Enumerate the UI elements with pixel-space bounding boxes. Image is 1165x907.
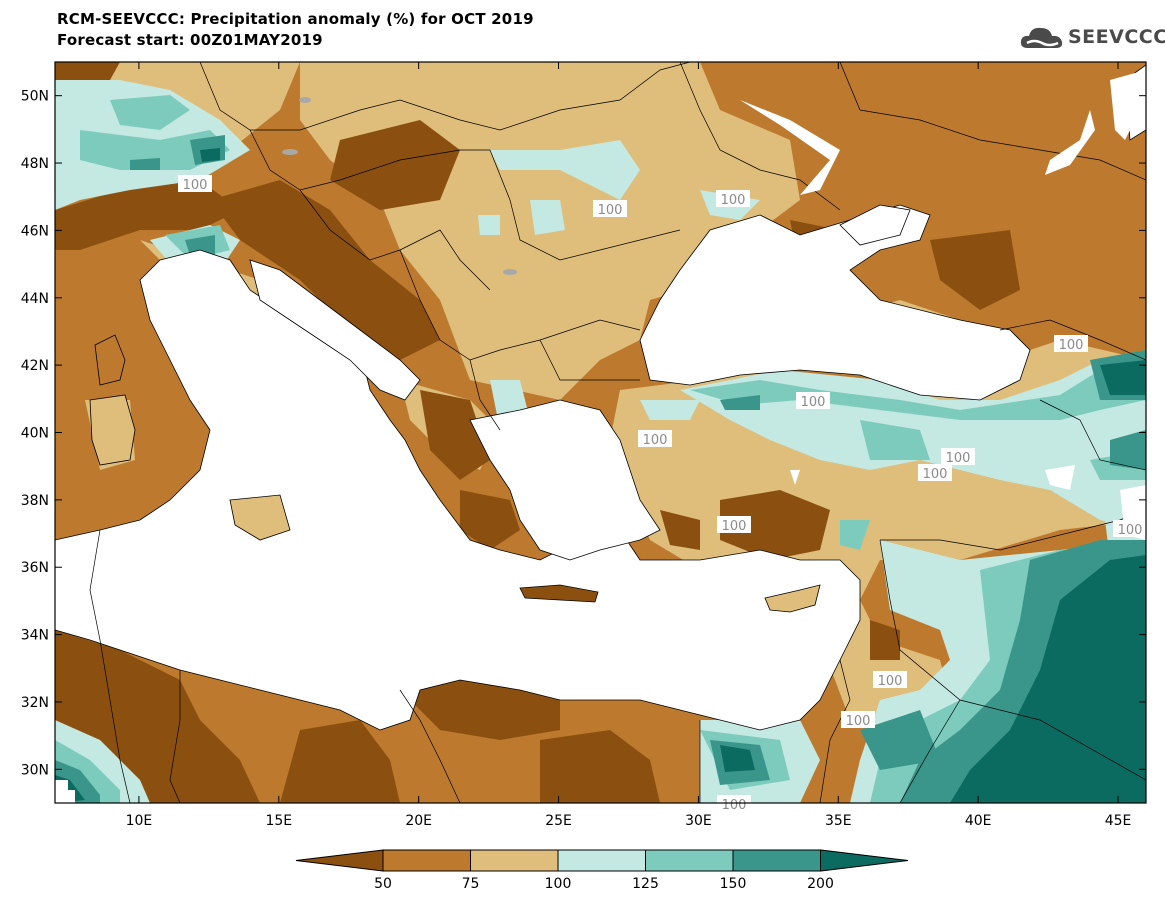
svg-text:100: 100 [643,433,668,448]
svg-text:100: 100 [923,467,948,482]
x-tick-label: 35E [825,813,852,829]
contour-label: 100 [918,464,952,482]
x-tick-label: 30E [685,813,712,829]
contour-label: 100 [638,430,672,448]
svg-text:100: 100 [801,395,826,410]
x-tick-label: 40E [965,813,992,829]
contour-label: 100 [593,200,627,218]
svg-text:100: 100 [598,203,623,218]
colorbar-segment [470,849,559,872]
y-tick-label: 40N [21,426,49,442]
y-tick-label: 36N [21,560,49,576]
contour-label: 100 [796,392,830,410]
anomaly-field-50-75 [55,62,1020,803]
colorbar: 50 75 100 125 150 200 [295,849,909,892]
islands [89,334,821,613]
grey-mask [282,97,517,275]
contour-label: 100 [716,190,750,208]
svg-text:100: 100 [722,519,747,534]
colorbar-segment-below [295,849,384,872]
colorbar-segment [382,849,471,872]
svg-text:100: 100 [183,178,208,193]
forecast-start-label: Forecast start: 00Z01MAY2019 [57,31,323,49]
colorbar-label: 200 [807,876,834,892]
y-tick-label: 48N [21,156,49,172]
svg-text:100: 100 [846,714,871,729]
y-tick-label: 50N [21,89,49,105]
y-tick-label: 32N [21,695,49,711]
svg-text:100: 100 [721,193,746,208]
y-tick-label: 30N [21,762,49,778]
y-tick-label: 34N [21,628,49,644]
x-tick-label: 25E [545,813,572,829]
colorbar-label: 125 [632,876,659,892]
svg-text:100: 100 [1118,523,1143,538]
y-tick-label: 42N [21,358,49,374]
x-tick-label: 10E [126,813,153,829]
contour-label: 100 [717,516,751,534]
cloud-icon [1020,27,1063,48]
colorbar-segment-above [820,849,909,872]
contour-label: 100 [178,175,212,193]
colorbar-segment [732,849,821,872]
x-tick-label: 15E [265,813,292,829]
svg-text:100: 100 [722,798,747,813]
colorbar-label: 50 [374,876,392,892]
y-axis: 50N 48N 46N 44N 42N 40N 38N 36N 34N 32N 30N [21,89,1146,778]
contour-label: 100 [1054,335,1088,353]
y-tick-label: 38N [21,493,49,509]
x-tick-label: 20E [405,813,432,829]
logo-text: SEEVCCC [1068,26,1165,48]
contour-labels: 100 100 100 100 100 100 100 100 100 100 … [178,175,1146,813]
chart-title: RCM-SEEVCCC: Precipitation anomaly (%) f… [57,10,534,28]
contour-label: 100 [873,671,907,689]
svg-text:100: 100 [1059,338,1084,353]
colorbar-segment [557,849,646,872]
sea-areas [55,64,1146,731]
contour-label: 100 [941,448,975,466]
colorbar-label: 100 [545,876,572,892]
masked-areas [55,70,1146,803]
svg-text:100: 100 [946,451,971,466]
x-axis: 10E 15E 20E 25E 30E 35E 40E 45E [126,62,1132,829]
colorbar-label: 150 [720,876,747,892]
contour-label: 100 [841,711,875,729]
contour-label: 100 [1113,520,1146,538]
y-tick-label: 44N [21,291,49,307]
y-tick-label: 46N [21,223,49,239]
x-tick-label: 45E [1105,813,1132,829]
svg-text:100: 100 [878,674,903,689]
seevccc-logo: SEEVCCC [1018,22,1165,56]
contour-label: 100 [717,795,751,813]
colorbar-label: 75 [462,876,480,892]
colorbar-segment [645,849,734,872]
